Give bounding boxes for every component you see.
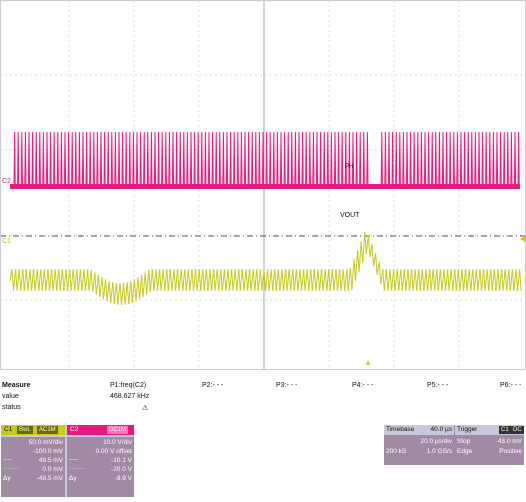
trigger-coupling-tag: DC bbox=[511, 426, 524, 434]
measure-p3[interactable]: P3:- - - bbox=[276, 382, 298, 389]
c1-cursor2: 0.0 mV bbox=[42, 466, 63, 473]
trigger-mode: Stop bbox=[457, 438, 471, 445]
measure-p2[interactable]: P2:- - - bbox=[202, 382, 224, 389]
status-label: status bbox=[2, 404, 21, 411]
measure-p5[interactable]: P5:- - - bbox=[427, 382, 449, 389]
waveform-area bbox=[9, 131, 526, 365]
cursor-label-vout: VOUT bbox=[340, 212, 360, 219]
measure-p6[interactable]: P6:- - - bbox=[500, 382, 522, 389]
scope-display: C2 C1 PH VOUT bbox=[0, 0, 526, 370]
c1-bwl-tag: BwL bbox=[17, 426, 33, 434]
c2-dy: -9.9 V bbox=[114, 475, 132, 482]
trigger-type: Edge bbox=[457, 448, 473, 455]
c1-cursor1: 49.5 mV bbox=[38, 457, 63, 464]
ch1-marker: C1 bbox=[2, 238, 11, 245]
trigger-source-tag: C1 bbox=[499, 426, 511, 434]
c2-settings: 10.0 V/div 0.00 V offset ---- -10.1 V ··… bbox=[67, 437, 134, 497]
timebase-trigger-panel: Timebase 40.0 µs Trigger C1 DC 20.0 µs/d… bbox=[384, 425, 524, 465]
timebase-header[interactable]: Timebase 40.0 µs bbox=[384, 425, 454, 435]
c2-cursor2: -20.0 V bbox=[111, 466, 132, 473]
warning-icon: ⚠ bbox=[142, 405, 149, 412]
c2-header[interactable]: C2 DC1M bbox=[67, 425, 134, 435]
c2-dy-label: Δy bbox=[69, 475, 77, 482]
measure-table: Measure P1:freq(C2) P2:- - - P3:- - - P4… bbox=[0, 378, 526, 418]
c1-vdiv: 50.0 mV/div bbox=[28, 439, 63, 446]
trigger-slope: Positive bbox=[499, 448, 522, 455]
c1-dy: -49.5 mV bbox=[36, 475, 63, 482]
c1-header[interactable]: C1 BwL AC1M bbox=[1, 425, 65, 435]
measure-p4[interactable]: P4:- - - bbox=[352, 382, 374, 389]
c2-coupling-tag: DC1M bbox=[107, 426, 129, 434]
channel-panel: C1 BwL AC1M C2 DC1M 50.0 mV/div -100.0 m… bbox=[1, 425, 134, 497]
cursor-label-ph: PH bbox=[345, 164, 354, 170]
c2-vdiv: 10.0 V/div bbox=[103, 439, 132, 446]
timebase-delay: 40.0 µs bbox=[430, 426, 452, 433]
p1-value: 468.627 kHz bbox=[110, 393, 150, 400]
trigger-level: 43.0 mV bbox=[497, 438, 522, 445]
ch2-marker: C2 bbox=[2, 178, 11, 185]
timebase-tdiv: 20.0 µs/div bbox=[420, 438, 452, 445]
c1-coupling-tag: AC1M bbox=[37, 426, 58, 434]
c2-offset: 0.00 V offset bbox=[95, 448, 132, 455]
c2-cursor1: -10.1 V bbox=[111, 457, 132, 464]
timebase-rate: 1.0 GS/s bbox=[426, 448, 452, 455]
c1-settings: 50.0 mV/div -100.0 mV ---- 49.5 mV ·····… bbox=[1, 437, 65, 497]
trigger-header[interactable]: Trigger C1 DC bbox=[455, 425, 524, 435]
measure-title: Measure bbox=[2, 382, 31, 389]
c1-dy-label: Δy bbox=[3, 475, 11, 482]
measure-p1[interactable]: P1:freq(C2) bbox=[110, 382, 147, 389]
timebase-samples: 200 kS bbox=[386, 448, 407, 455]
c1-offset: -100.0 mV bbox=[33, 448, 63, 455]
value-label: value bbox=[2, 393, 19, 400]
